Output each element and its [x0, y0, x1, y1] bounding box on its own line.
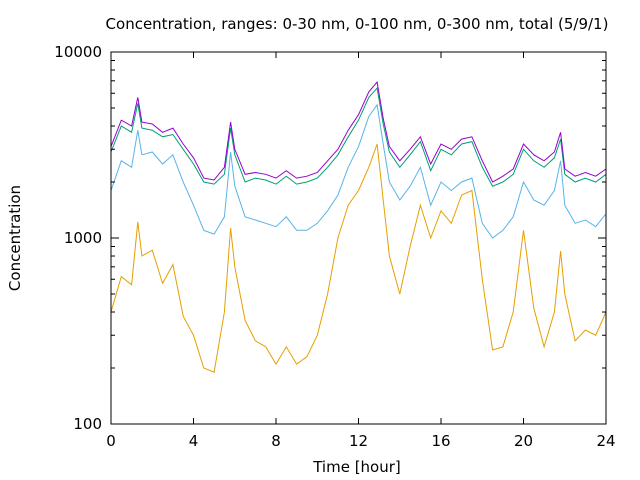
x-tick-label: 4: [189, 432, 199, 450]
series-line-3: [110, 86, 607, 187]
x-tick-label: 8: [271, 432, 281, 450]
x-tick-label: 16: [431, 432, 450, 450]
series-layer: [110, 80, 607, 373]
chart-title: Concentration, ranges: 0-30 nm, 0-100 nm…: [106, 15, 609, 33]
y-tick-label: 1000: [64, 229, 102, 247]
series-line-2: [110, 103, 607, 239]
x-tick-label: 0: [106, 432, 116, 450]
plot-frame: [110, 51, 607, 425]
x-tick-label: 20: [514, 432, 533, 450]
y-axis: 100 1000 10000: [54, 43, 606, 433]
x-tick-label: 12: [349, 432, 368, 450]
y-axis-label: Concentration: [6, 185, 24, 291]
y-tick-label: 10000: [54, 43, 102, 61]
series-line-4: [110, 80, 607, 183]
x-tick-label: 24: [596, 432, 615, 450]
x-axis: 0 4 8 12 16 20 24: [106, 52, 616, 450]
x-axis-label: Time [hour]: [312, 458, 401, 476]
y-tick-label: 100: [73, 415, 102, 433]
series-line-1: [110, 143, 607, 373]
